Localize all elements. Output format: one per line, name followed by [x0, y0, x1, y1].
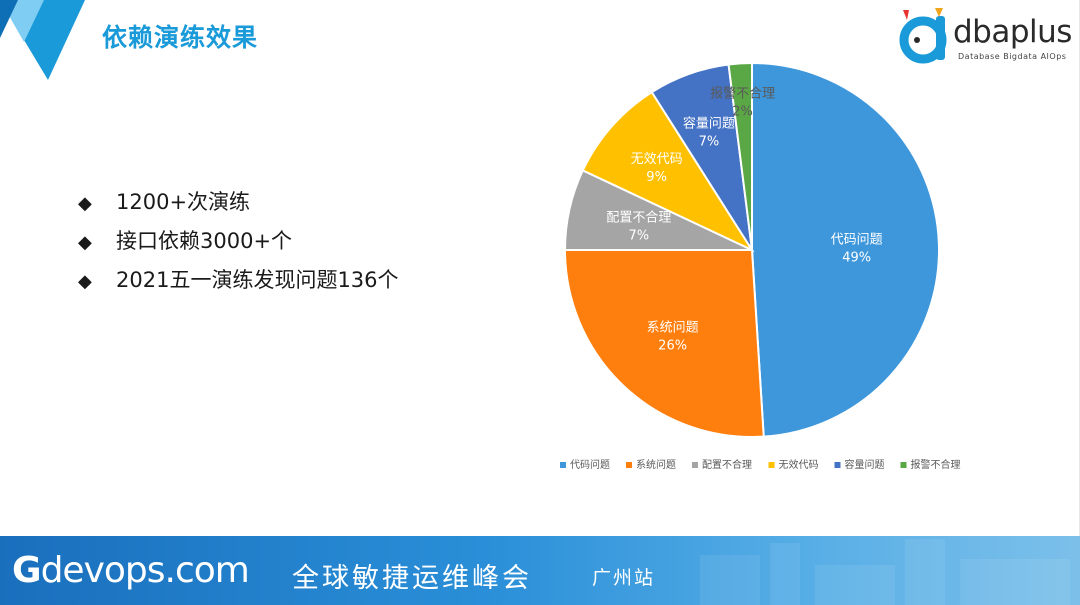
bullet-item: ◆ 1200+次演练: [78, 184, 399, 223]
legend-swatch: [626, 462, 632, 468]
legend-item: 配置不合理: [692, 458, 752, 471]
legend-swatch: [768, 462, 775, 468]
bullet-text: 2021五一演练发现问题136个: [116, 268, 399, 292]
legend-label: 系统问题: [636, 458, 676, 471]
footer-logo-text: devops.com: [40, 550, 250, 591]
bullet-item: ◆ 接口依赖3000+个: [78, 223, 399, 262]
brand-name: dbaplus: [953, 14, 1072, 50]
slice-category-label: 配置不合理: [606, 211, 671, 226]
diamond-bullet-icon: ◆: [78, 193, 92, 214]
legend-swatch: [692, 462, 698, 468]
slice-value-label: 2%: [732, 105, 753, 120]
footer-logo-g: G: [12, 550, 42, 591]
slice-category-label: 容量问题: [683, 115, 735, 131]
legend-label: 报警不合理: [911, 458, 961, 471]
slice-category-label: 无效代码: [631, 152, 683, 167]
pie-chart: 代码问题 49% 系统问题 26% 配置不合理 7% 无效代码 9% 容量问题 7% 报警不合理 2%…: [560, 61, 961, 471]
legend-label: 配置不合理: [702, 458, 752, 471]
footer-city: 广州站: [592, 567, 656, 589]
legend-label: 容量问题: [845, 458, 885, 471]
legend-item: 报警不合理: [900, 458, 961, 471]
slice-value-label: 7%: [629, 229, 650, 244]
footer-gdevops-logo: Gdevops.com: [12, 550, 250, 591]
legend-swatch: [834, 462, 841, 468]
legend-label: 无效代码: [779, 458, 819, 471]
diamond-bullet-icon: ◆: [78, 232, 92, 253]
slice-value-label: 26%: [658, 339, 687, 354]
footer-banner: Gdevops.com 全球敏捷运维峰会 广州站: [0, 536, 1080, 605]
legend-swatch: [560, 462, 566, 468]
slice-category-label: 报警不合理: [710, 86, 775, 102]
dbaplus-mark-icon: [899, 8, 947, 64]
bullet-text: 接口依赖3000+个: [116, 229, 293, 253]
pie-slice: [563, 249, 765, 438]
slice-value-label: 7%: [699, 134, 720, 149]
bullet-item: ◆ 2021五一演练发现问题136个: [78, 262, 399, 301]
footer-tagline: 全球敏捷运维峰会: [292, 563, 532, 594]
slice-category-label: 代码问题: [831, 233, 883, 248]
bullet-text: 1200+次演练: [116, 190, 251, 214]
legend-item: 无效代码: [768, 458, 819, 471]
pie-slice: [581, 90, 755, 253]
dbaplus-logo: dbaplus Database Bigdata AIOps: [895, 6, 1072, 70]
devops-corner-logo: [0, 0, 85, 80]
legend-swatch: [900, 462, 907, 468]
slice-value-label: 49%: [842, 251, 871, 266]
legend-label: 代码问题: [570, 458, 610, 471]
pie-slice: [751, 61, 940, 438]
brand-subtitle: Database Bigdata AIOps: [958, 52, 1067, 61]
legend-item: 容量问题: [834, 458, 885, 471]
bullet-list: ◆ 1200+次演练 ◆ 接口依赖3000+个 ◆ 2021五一演练发现问题136个: [78, 184, 399, 301]
legend-item: 代码问题: [560, 458, 610, 471]
pie-slice: [727, 61, 753, 251]
slice-value-label: 9%: [646, 170, 667, 185]
legend-item: 系统问题: [626, 458, 676, 471]
slice-category-label: 系统问题: [647, 321, 699, 336]
page-title: 依赖演练效果: [102, 23, 259, 52]
diamond-bullet-icon: ◆: [78, 271, 92, 292]
